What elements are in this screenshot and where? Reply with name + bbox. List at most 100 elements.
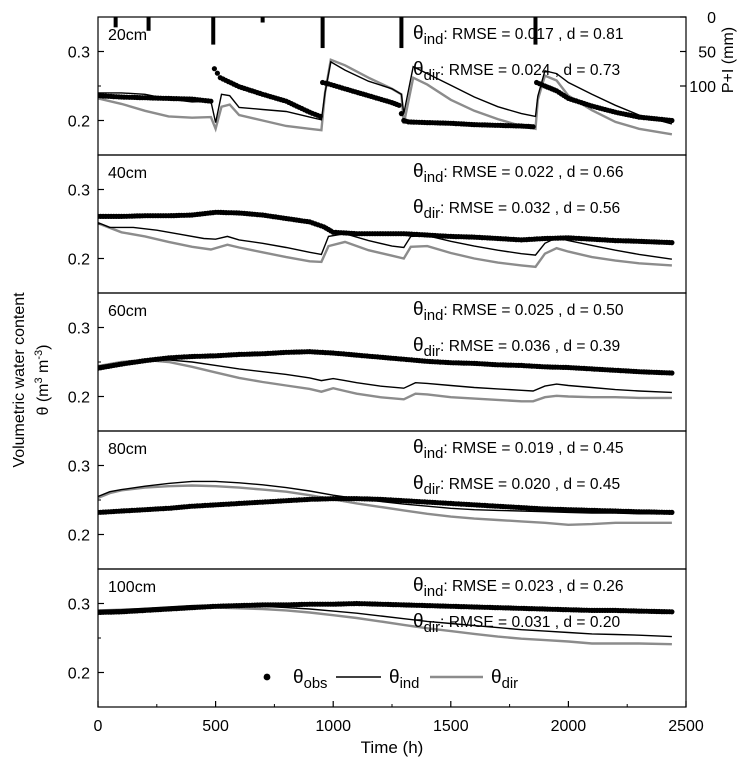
series-dir-line xyxy=(98,222,672,269)
rain-bar-2 xyxy=(211,17,216,45)
dir-stats-label-text: : RMSE = 0.031 , d = 0.20 xyxy=(440,614,620,631)
ind-stats-label-sub: ind xyxy=(424,308,444,324)
legend-obs-label: θobs xyxy=(293,667,327,692)
y-axis-label-part: -3 xyxy=(33,350,45,360)
rain-tick-label: 100 xyxy=(689,79,716,96)
depth-label: 100cm xyxy=(108,579,156,596)
panel-plot-area xyxy=(98,17,675,136)
ind-stats-label: θind: RMSE = 0.025 , d = 0.50 xyxy=(413,299,624,324)
ind-stats-label-sub: ind xyxy=(424,32,444,48)
depth-label: 80cm xyxy=(108,441,147,458)
obs-point xyxy=(208,98,214,104)
legend-ind-label-main: θ xyxy=(389,667,400,688)
dir-stats-label-sub: dir xyxy=(424,206,441,222)
legend-layer: θobs θind θdir xyxy=(263,667,518,692)
x-tick-label: 0 xyxy=(94,718,103,735)
y-axis-label-part: θ (m xyxy=(35,384,52,416)
dir-stats-label-sub: dir xyxy=(424,344,441,360)
legend-dir-label-main: θ xyxy=(491,667,502,688)
series-obs-points xyxy=(98,349,675,376)
rain-tick-label: 0 xyxy=(707,10,716,27)
obs-point xyxy=(211,66,217,72)
dir-stats-label: θdir: RMSE = 0.031 , d = 0.20 xyxy=(413,611,621,636)
y-tick-label: 0.2 xyxy=(68,390,90,407)
x-tick-label: 2000 xyxy=(551,718,587,735)
series-obs-points xyxy=(98,496,675,515)
ind-stats-label-main: θ xyxy=(413,299,424,320)
series-dir-line xyxy=(98,358,672,403)
ind-stats-label-text: : RMSE = 0.025 , d = 0.50 xyxy=(443,302,623,319)
obs-point xyxy=(669,509,675,515)
legend-obs-label-main: θ xyxy=(293,667,304,688)
dir-stats-label: θdir: RMSE = 0.024 , d = 0.73 xyxy=(413,59,620,84)
dir-stats-label-sub: dir xyxy=(424,482,441,498)
panel-plot-area xyxy=(98,209,675,269)
panel-plot-area xyxy=(98,600,675,646)
rain-bar-0 xyxy=(113,17,118,28)
series-obs-points xyxy=(98,600,675,616)
y-tick-label: 0.2 xyxy=(68,666,90,683)
legend-obs-label-sub: obs xyxy=(304,676,328,692)
ind-stats-label-main: θ xyxy=(413,161,424,182)
x-tick-label: 2500 xyxy=(668,718,704,735)
y-tick-label: 0.3 xyxy=(68,459,90,476)
dir-stats-label: θdir: RMSE = 0.032 , d = 0.56 xyxy=(413,197,620,222)
dir-stats-label-main: θ xyxy=(413,197,424,218)
dir-stats-label-main: θ xyxy=(413,59,424,80)
depth-label: 40cm xyxy=(108,165,147,182)
rain-tick-label: 50 xyxy=(698,45,716,62)
obs-point xyxy=(669,117,675,124)
ind-stats-label-text: : RMSE = 0.019 , d = 0.45 xyxy=(443,440,623,457)
obs-point xyxy=(317,113,323,119)
ind-stats-label-text: : RMSE = 0.017 , d = 0.81 xyxy=(443,26,623,43)
ind-stats-label-sub: ind xyxy=(424,170,444,186)
ind-stats-label-text: : RMSE = 0.023 , d = 0.26 xyxy=(443,578,623,595)
dir-stats-label-text: : RMSE = 0.032 , d = 0.56 xyxy=(440,200,620,217)
series-obs-points xyxy=(98,66,675,130)
dir-stats-label-text: : RMSE = 0.036 , d = 0.39 xyxy=(440,338,620,355)
y-tick-label: 0.3 xyxy=(68,183,90,200)
legend-ind-label: θind xyxy=(389,667,419,692)
dir-stats-label-text: : RMSE = 0.020 , d = 0.45 xyxy=(440,476,620,493)
y-tick-label: 0.2 xyxy=(68,114,90,131)
y-tick-label: 0.2 xyxy=(68,252,90,269)
x-tick-label: 1500 xyxy=(433,718,469,735)
series-ind-line xyxy=(98,60,673,125)
dir-stats-label-main: θ xyxy=(413,611,424,632)
y-tick-label: 0.3 xyxy=(68,321,90,338)
panel-plot-area xyxy=(98,480,675,527)
obs-point xyxy=(669,240,675,246)
depth-label: 20cm xyxy=(108,27,147,44)
dir-stats-label-main: θ xyxy=(413,473,424,494)
ind-stats-label: θind: RMSE = 0.022 , d = 0.66 xyxy=(413,161,623,186)
series-dir-line xyxy=(98,484,672,527)
rain-bar-3 xyxy=(260,17,265,23)
legend-obs-marker xyxy=(263,673,271,681)
rain-bar-4 xyxy=(320,17,325,49)
x-axis-label: Time (h) xyxy=(361,738,424,757)
y-axis-label-part: m xyxy=(35,360,52,378)
dir-stats-label: θdir: RMSE = 0.036 , d = 0.39 xyxy=(413,335,620,360)
dir-stats-label-main: θ xyxy=(413,335,424,356)
series-dir-line xyxy=(98,58,673,136)
obs-point xyxy=(398,111,404,117)
ind-stats-label-main: θ xyxy=(413,575,424,596)
ind-stats-label-sub: ind xyxy=(424,584,444,600)
ind-stats-label: θind: RMSE = 0.023 , d = 0.26 xyxy=(413,575,623,600)
rain-axis-label: P+I (mm) xyxy=(720,27,737,93)
dir-stats-label-text: : RMSE = 0.024 , d = 0.73 xyxy=(440,62,620,79)
ind-stats-label-main: θ xyxy=(413,23,424,44)
legend-ind-label-sub: ind xyxy=(400,676,420,692)
ind-stats-label: θind: RMSE = 0.019 , d = 0.45 xyxy=(413,437,624,462)
ind-stats-label-text: : RMSE = 0.022 , d = 0.66 xyxy=(443,164,623,181)
series-ind-line xyxy=(98,359,672,394)
depth-label: 60cm xyxy=(108,303,147,320)
obs-point xyxy=(669,370,675,376)
rain-bar-5 xyxy=(399,17,404,49)
